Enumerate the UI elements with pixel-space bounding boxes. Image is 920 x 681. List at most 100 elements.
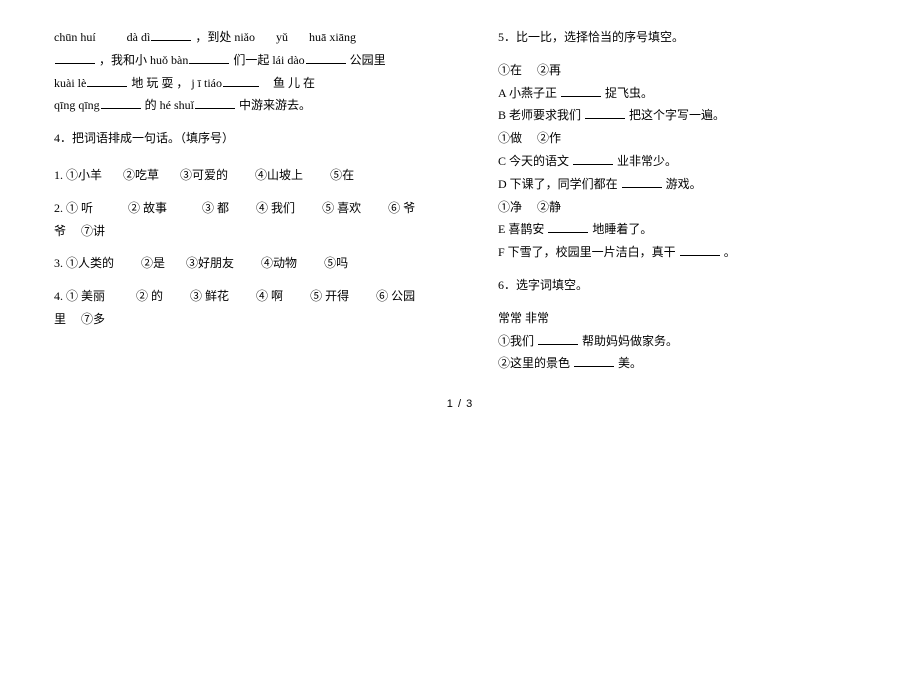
blank [538,334,578,345]
q5-pair2: ①做 ②作 [498,127,866,150]
text: ②这里的景色 [498,356,573,370]
text: 中游来游去。 [239,98,311,112]
blank [189,53,229,64]
text: kuài lè [54,76,86,90]
text: huā xiāng [309,30,356,44]
blank [195,99,235,110]
q5-title: 5．比一比，选择恰当的序号填空。 [498,26,866,49]
blank [151,30,191,41]
q4-item-3: 3. ①人类的 ②是 ③好朋友 ④动物 ⑤吗 [54,252,422,275]
q5-line-A: A 小燕子正 捉飞虫。 [498,82,866,105]
text: 们一起 lái dào [233,53,304,67]
blank [622,177,662,188]
q5-line-C: C 今天的语文 业非常少。 [498,150,866,173]
opt-row2: 里 ⑦多 [54,312,105,326]
text: 的 hé shuǐ [145,98,194,112]
text: 把这个字写一遍。 [629,108,725,122]
text: B 老师要求我们 [498,108,584,122]
opt: ⑤吗 [324,256,348,270]
q4-item-4: 4. ① 美丽 ② 的 ③ 鲜花 ④ 啊 ⑤ 开得 ⑥ 公园 里 ⑦多 [54,285,422,331]
lead: 1. [54,168,66,182]
text: 美。 [618,356,642,370]
opt: ③好朋友 [186,256,234,270]
blank [585,109,625,120]
blank [101,99,141,110]
opt-row2: 爷 ⑦讲 [54,224,105,238]
opt: ②吃草 [123,168,159,182]
text: 帮助妈妈做家务。 [582,334,678,348]
q5-line-E: E 喜鹊安 地睡着了。 [498,218,866,241]
lead: 4. [54,289,66,303]
q6-words: 常常 非常 [498,307,866,330]
text: 地睡着了。 [592,222,652,236]
blank [574,357,614,368]
opt: ④ 我们 [256,201,295,215]
text: 。 [724,245,736,259]
q5-pair3: ①净 ②静 [498,196,866,219]
text: C 今天的语文 [498,154,572,168]
text: ①我们 [498,334,537,348]
opt: ⑤ 喜欢 [322,201,361,215]
q5-block: ①在 ②再 A 小燕子正 捉飞虫。 B 老师要求我们 把这个字写一遍。 ①做 ②… [498,59,866,264]
q6-line-1: ①我们 帮助妈妈做家务。 [498,330,866,353]
lead: 2. [54,201,66,215]
text: D 下课了，同学们都在 [498,177,621,191]
blank [223,76,259,87]
opt: ⑤在 [330,168,354,182]
blank [548,223,588,234]
opt: ①人类的 [66,256,114,270]
pinyin-passage: chūn huí dà dì ，到处 niǎo yǔ huā xiāng ，我和… [54,26,422,117]
opt: ④ 啊 [256,289,283,303]
text: A 小燕子正 [498,86,560,100]
opt: ⑥ 爷 [388,201,415,215]
q5-pair1: ①在 ②再 [498,59,866,82]
text: 地 玩 耍 ， j ī tiáo [131,76,222,90]
opt: ② 的 [136,289,163,303]
page-content: chūn huí dà dì ，到处 niǎo yǔ huā xiāng ，我和… [0,0,920,375]
text: 捉飞虫。 [605,86,653,100]
text: ，到处 niǎo [195,30,255,44]
opt: ① 美丽 [66,289,105,303]
text: 业非常少。 [617,154,677,168]
text: E 喜鹊安 [498,222,547,236]
page-number: 1 / 3 [0,398,920,410]
text: ，我和小 huǒ bàn [99,53,188,67]
left-column: chūn huí dà dì ，到处 niǎo yǔ huā xiāng ，我和… [54,26,422,375]
q6-title: 6．选字词填空。 [498,274,866,297]
q5-line-D: D 下课了，同学们都在 游戏。 [498,173,866,196]
opt: ⑤ 开得 [310,289,349,303]
text: yǔ [276,30,288,44]
right-column: 5．比一比，选择恰当的序号填空。 ①在 ②再 A 小燕子正 捉飞虫。 B 老师要… [498,26,866,375]
blank [55,53,95,64]
q6-block: 常常 非常 ①我们 帮助妈妈做家务。 ②这里的景色 美。 [498,307,866,375]
opt: ③ 鲜花 [190,289,229,303]
blank [680,245,720,256]
text: 鱼 儿 在 [273,76,315,90]
text: 公园里 [350,53,386,67]
text: chūn huí [54,30,96,44]
blank [561,86,601,97]
blank [306,53,346,64]
q4-item-2: 2. ① 听 ② 故事 ③ 都 ④ 我们 ⑤ 喜欢 ⑥ 爷 爷 ⑦讲 [54,197,422,243]
opt: ③可爱的 [180,168,228,182]
lead: 3. [54,256,66,270]
opt: ④山坡上 [255,168,303,182]
q4-item-1: 1. ①小羊 ②吃草 ③可爱的 ④山坡上 ⑤在 [54,164,422,187]
opt: ⑥ 公园 [376,289,415,303]
opt: ①小羊 [66,168,102,182]
q6-line-2: ②这里的景色 美。 [498,352,866,375]
blank [573,154,613,165]
text: 游戏。 [666,177,702,191]
opt: ②是 [141,256,165,270]
text: dà dì [127,30,151,44]
opt: ④动物 [261,256,297,270]
text: qīng qīng [54,98,100,112]
opt: ③ 都 [202,201,229,215]
opt: ② 故事 [128,201,167,215]
q5-line-B: B 老师要求我们 把这个字写一遍。 [498,104,866,127]
q5-line-F: F 下雪了，校园里一片洁白，真干 。 [498,241,866,264]
q4-title: 4．把词语排成一句话。（填序号） [54,127,422,150]
blank [87,76,127,87]
opt: ① 听 [66,201,93,215]
text: F 下雪了，校园里一片洁白，真干 [498,245,679,259]
